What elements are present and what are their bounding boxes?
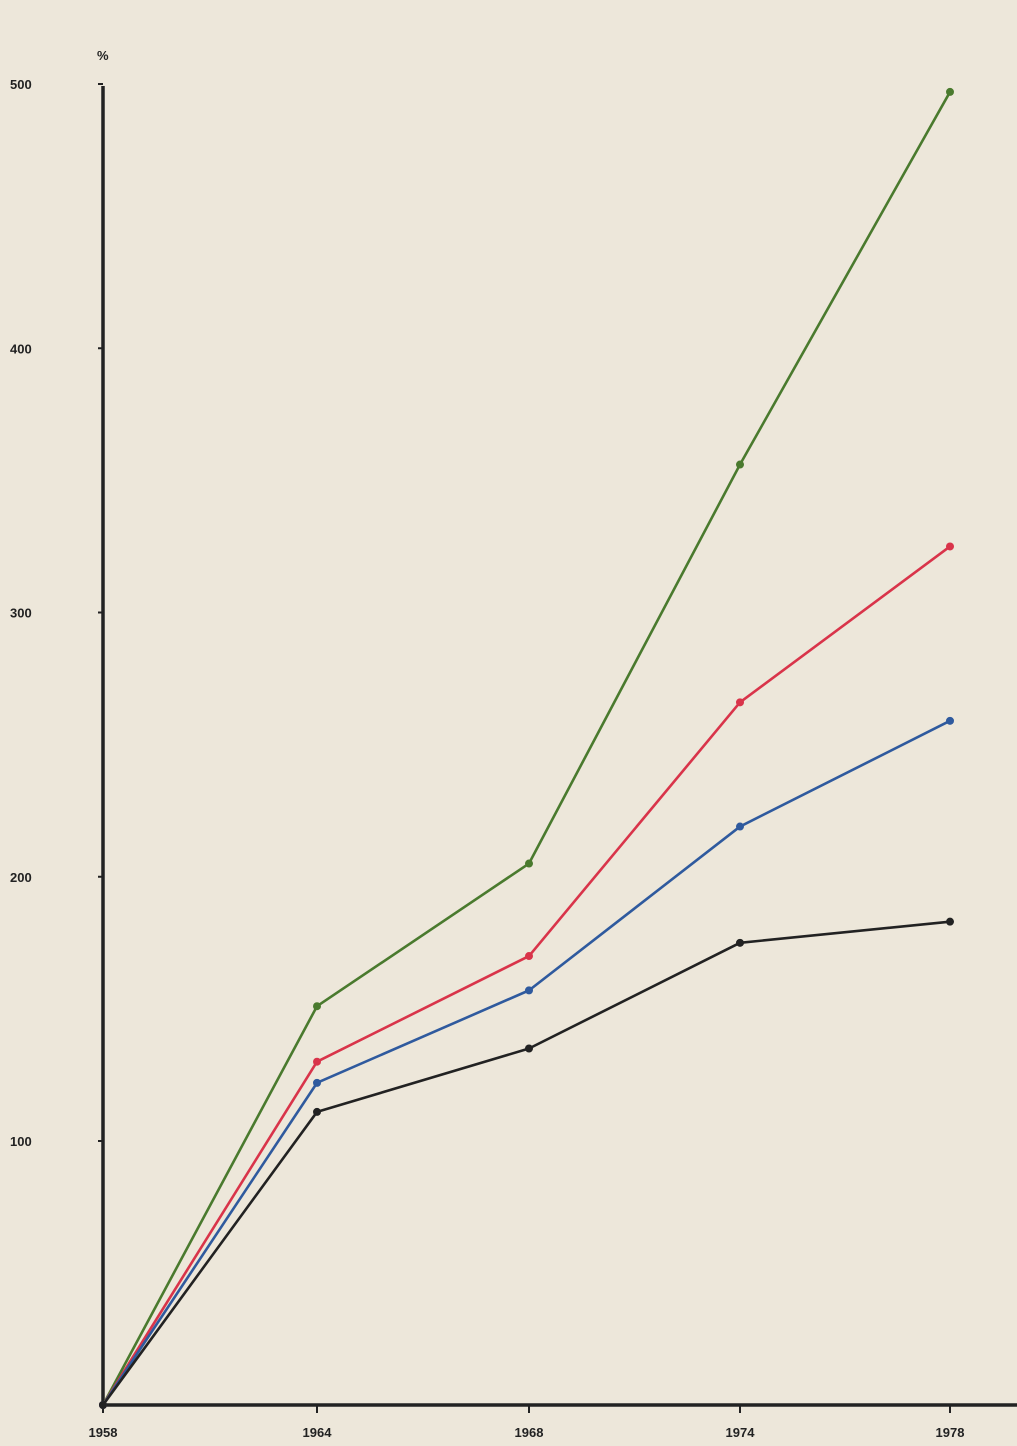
series-4-point-1964	[313, 1107, 321, 1116]
series-4-point-1968	[525, 1044, 533, 1053]
series-3-point-1974	[736, 822, 744, 831]
series-3-point-1978	[946, 716, 954, 725]
tick-labels: 100 200 300 400 500% 1958 1964 1968 1974 1978	[10, 48, 964, 1440]
x-tick-label: 1958	[89, 1425, 118, 1440]
y-tick-label: 100	[10, 1134, 32, 1149]
series-1-point-1968	[525, 859, 533, 868]
series-4-point-1958	[99, 1401, 107, 1409]
series-1-point-1964	[313, 1002, 321, 1011]
series-line-2	[101, 545, 952, 1407]
x-tick-label: 1964	[303, 1425, 333, 1440]
axes	[98, 83, 1017, 1413]
y-tick-label: 500	[10, 77, 32, 92]
x-tick-label: 1974	[726, 1425, 756, 1440]
series-4-point-1978	[946, 917, 954, 926]
series-line-4	[101, 920, 952, 1407]
series-2-point-1964	[313, 1057, 321, 1066]
y-tick-label: 200	[10, 870, 32, 885]
y-tick-label: 400	[10, 341, 32, 356]
series-2-point-1974	[736, 698, 744, 707]
y-axis-unit-label: %	[97, 48, 109, 63]
series-line-3	[101, 719, 952, 1407]
series-1-point-1974	[736, 460, 744, 469]
series-1-point-1978	[946, 87, 954, 96]
series-2-point-1978	[946, 542, 954, 551]
series-2-point-1968	[525, 952, 533, 961]
series-4-point-1974	[736, 938, 744, 947]
series-3-point-1964	[313, 1078, 321, 1087]
y-tick-label: 300	[10, 606, 32, 621]
x-tick-label: 1978	[936, 1425, 965, 1440]
series-3-point-1968	[525, 986, 533, 995]
series-lines	[99, 87, 954, 1409]
x-tick-label: 1968	[515, 1425, 544, 1440]
series-line-1	[101, 90, 952, 1407]
